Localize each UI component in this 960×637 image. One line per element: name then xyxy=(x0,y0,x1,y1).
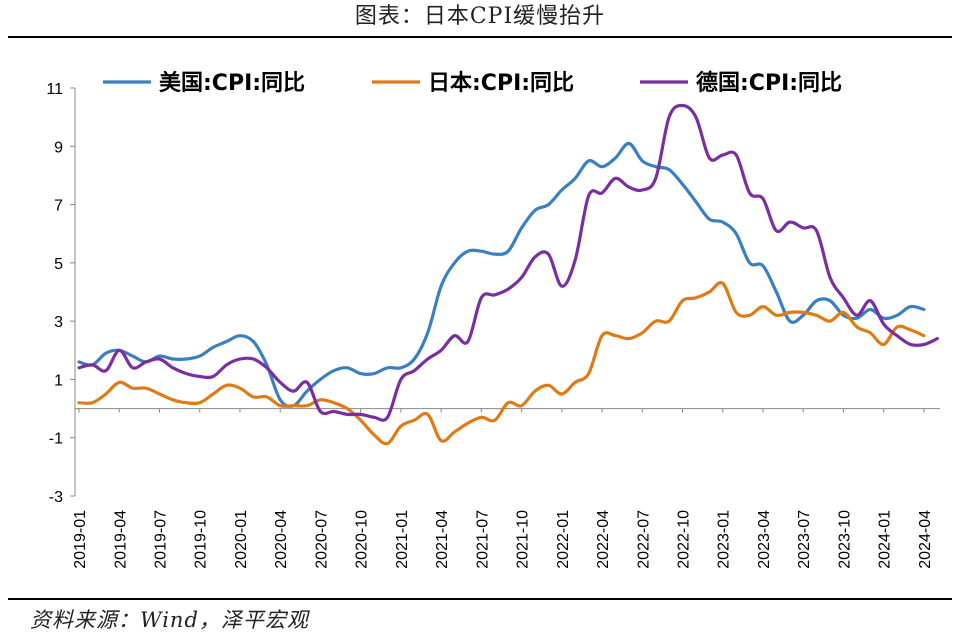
legend: 美国:CPI:同比 日本:CPI:同比 德国:CPI:同比 xyxy=(103,70,842,96)
y-tick-label: 7 xyxy=(54,198,63,215)
line-chart: -3 -1 1 3 5 7 9 11 2019-01 2019-04 2019-07 2019-10 2… xyxy=(46,70,940,569)
y-tick-label: -3 xyxy=(49,489,63,506)
series-line-1 xyxy=(77,141,926,408)
x-tick-label: 2020-07 xyxy=(313,510,330,569)
series-lines xyxy=(77,103,939,446)
x-tick-label: 2022-04 xyxy=(595,510,612,569)
x-tick-label: 2024-04 xyxy=(917,510,934,569)
x-tick-label: 2019-04 xyxy=(112,510,129,569)
source-note: 资料来源：Wind，泽平宏观 xyxy=(30,608,309,632)
x-tick-label: 2020-10 xyxy=(354,510,371,569)
axes: -3 -1 1 3 5 7 9 11 2019-01 2019-04 2019-07 2019-10 2… xyxy=(46,81,940,569)
x-tick-label: 2021-07 xyxy=(474,510,491,569)
y-tick-label: 11 xyxy=(46,81,63,98)
x-tick-label: 2021-10 xyxy=(515,510,532,569)
y-tick-label: 3 xyxy=(54,314,63,331)
legend-label: 德国:CPI:同比 xyxy=(696,70,842,96)
x-tick-label: 2023-07 xyxy=(796,510,813,569)
y-tick-label: 5 xyxy=(54,256,63,273)
source-rule xyxy=(8,598,952,600)
x-tick-label: 2020-04 xyxy=(273,510,290,569)
x-tick-label: 2019-01 xyxy=(72,510,89,569)
x-tick-label: 2022-07 xyxy=(635,510,652,569)
x-tick-label: 2020-01 xyxy=(233,510,250,569)
y-tick-label: 9 xyxy=(54,139,63,156)
legend-label: 日本:CPI:同比 xyxy=(428,71,574,96)
x-tick-label: 2023-04 xyxy=(756,510,773,569)
x-tick-label: 2021-01 xyxy=(394,510,411,569)
x-tick-label: 2024-01 xyxy=(877,510,894,569)
legend-label: 美国:CPI:同比 xyxy=(159,70,305,96)
title-rule xyxy=(8,36,952,38)
x-tick-label: 2022-01 xyxy=(555,510,572,569)
x-tick-label: 2021-04 xyxy=(434,510,451,569)
y-tick-label: -1 xyxy=(49,431,63,448)
x-tick-label: 2022-10 xyxy=(676,510,693,569)
x-tick-label: 2023-01 xyxy=(716,510,733,569)
x-tick-label: 2023-10 xyxy=(836,510,853,569)
x-tick-label: 2019-07 xyxy=(152,510,169,569)
y-tick-label: 1 xyxy=(54,372,63,389)
x-tick-label: 2019-10 xyxy=(193,510,210,569)
chart-title: 图表：日本CPI缓慢抬升 xyxy=(354,4,606,29)
series-line-3 xyxy=(77,103,939,422)
series-line-2 xyxy=(77,281,926,446)
